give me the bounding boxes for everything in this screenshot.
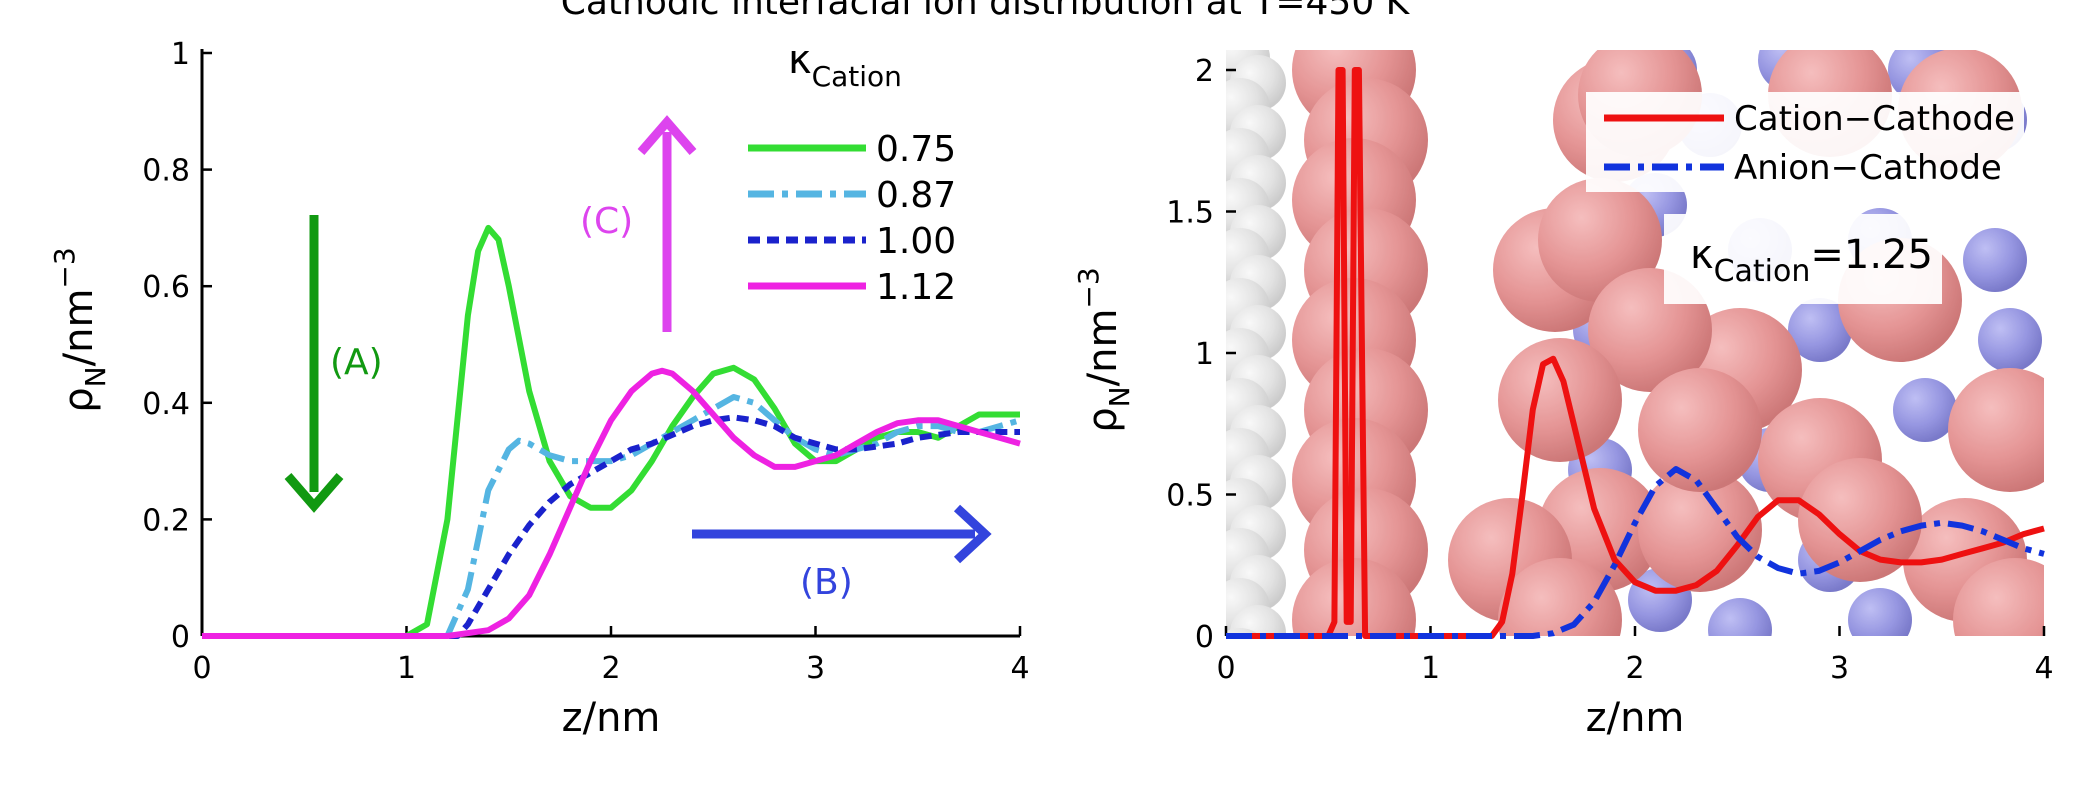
cation-sphere: [1798, 458, 1922, 582]
left-legend-label-3: 1.12: [876, 267, 956, 308]
left-x-tick-label: 2: [601, 651, 620, 686]
left-x-tick-label: 4: [1010, 651, 1029, 686]
annotation-arrow-c: [637, 115, 697, 332]
left-y-tick-label: 0.2: [142, 503, 190, 538]
right-legend-box: [1586, 92, 2024, 192]
right-y-tick-label: 1.5: [1166, 196, 1214, 231]
right-y-tick-label: 0: [1195, 620, 1214, 655]
annotation-label-c: (C): [580, 201, 633, 242]
right-x-tick-label: 3: [1830, 651, 1849, 686]
right-legend-label-0: Cation−Cathode: [1734, 99, 2015, 139]
left-legend-label-0: 0.75: [876, 129, 956, 170]
anion-sphere: [1848, 588, 1912, 636]
electrode-atom: [1230, 605, 1286, 636]
cation-sphere: [1948, 368, 2044, 492]
anion-sphere: [1893, 378, 1957, 442]
right-x-tick-label: 2: [1625, 651, 1644, 686]
left-panel: 0 1 2 3 4 0 0.2 0.4 0.6 0.8 1 (A) (B) (C) κCation …: [48, 37, 1030, 741]
right-legend-label-1: Anion−Cathode: [1734, 148, 2002, 188]
right-x-axis-label: z/nm: [1586, 695, 1685, 741]
left-series-line-3: [202, 367, 1021, 639]
right-y-tick-label: 1: [1195, 337, 1214, 372]
kappa-label-box: κCation=1.25: [1664, 214, 1942, 304]
left-y-tick-label: 0: [171, 620, 190, 655]
right-panel: 0 1 2 3 4 0 0.5 1 1.5 2 Cation−Cathode Anion−Cath…: [1072, 50, 2054, 741]
annotation-label-a: (A): [330, 342, 383, 383]
cation-sphere: [1953, 558, 2044, 636]
kappa-label: κCation=1.25: [1690, 232, 1933, 289]
left-series-lines: [202, 224, 1021, 639]
left-series-line-1: [202, 394, 1021, 639]
right-x-tick-label: 4: [2034, 651, 2053, 686]
right-legend: Cation−Cathode Anion−Cathode: [1586, 92, 2024, 192]
left-y-tick-label: 1: [171, 37, 190, 72]
left-x-tick-label: 3: [806, 651, 825, 686]
left-legend-label-2: 1.00: [876, 221, 956, 262]
anion-sphere: [1708, 598, 1772, 636]
left-y-tick-label: 0.6: [142, 270, 190, 305]
left-series-line-2: [202, 414, 1020, 639]
right-series-line-0: [1226, 67, 2045, 639]
right-y-axis-label: ρN/nm−3: [1072, 267, 1136, 432]
right-x-tick-label: 1: [1421, 651, 1440, 686]
right-x-tick-label: 0: [1216, 651, 1235, 686]
annotation-label-b: (B): [800, 562, 853, 603]
right-series-lines: [1226, 67, 2045, 639]
anion-sphere: [1788, 298, 1852, 362]
left-x-tick-label: 1: [397, 651, 416, 686]
left-legend-title: κCation: [788, 37, 902, 93]
left-legend-label-1: 0.87: [876, 175, 956, 216]
annotation-arrow-a: [284, 215, 344, 513]
anion-sphere: [1963, 228, 2027, 292]
cation-sphere: [1498, 558, 1622, 636]
electrode-atom: [1230, 655, 1286, 711]
right-y-tick-label: 0.5: [1166, 479, 1214, 514]
left-legend: κCation 0.75 0.87 1.00 1.12: [748, 37, 956, 308]
cation-sphere: [1638, 468, 1762, 592]
cation-sphere: [1498, 338, 1622, 462]
left-y-tick-label: 0.8: [142, 154, 190, 189]
left-y-tick-label: 0.4: [142, 387, 190, 422]
cation-sphere: [1638, 368, 1762, 492]
left-y-axis-label: ρN/nm−3: [48, 247, 112, 412]
annotation-arrow-b: [692, 504, 992, 564]
right-series-line-1: [1226, 466, 2045, 639]
left-x-axis-label: z/nm: [562, 695, 661, 741]
right-y-tick-label: 2: [1195, 54, 1214, 89]
figure-title: Cathodic interfacial ion distribution at…: [561, 0, 1411, 23]
anion-sphere: [1978, 308, 2042, 372]
left-x-tick-label: 0: [192, 651, 211, 686]
cation-sphere: [1292, 558, 1416, 636]
